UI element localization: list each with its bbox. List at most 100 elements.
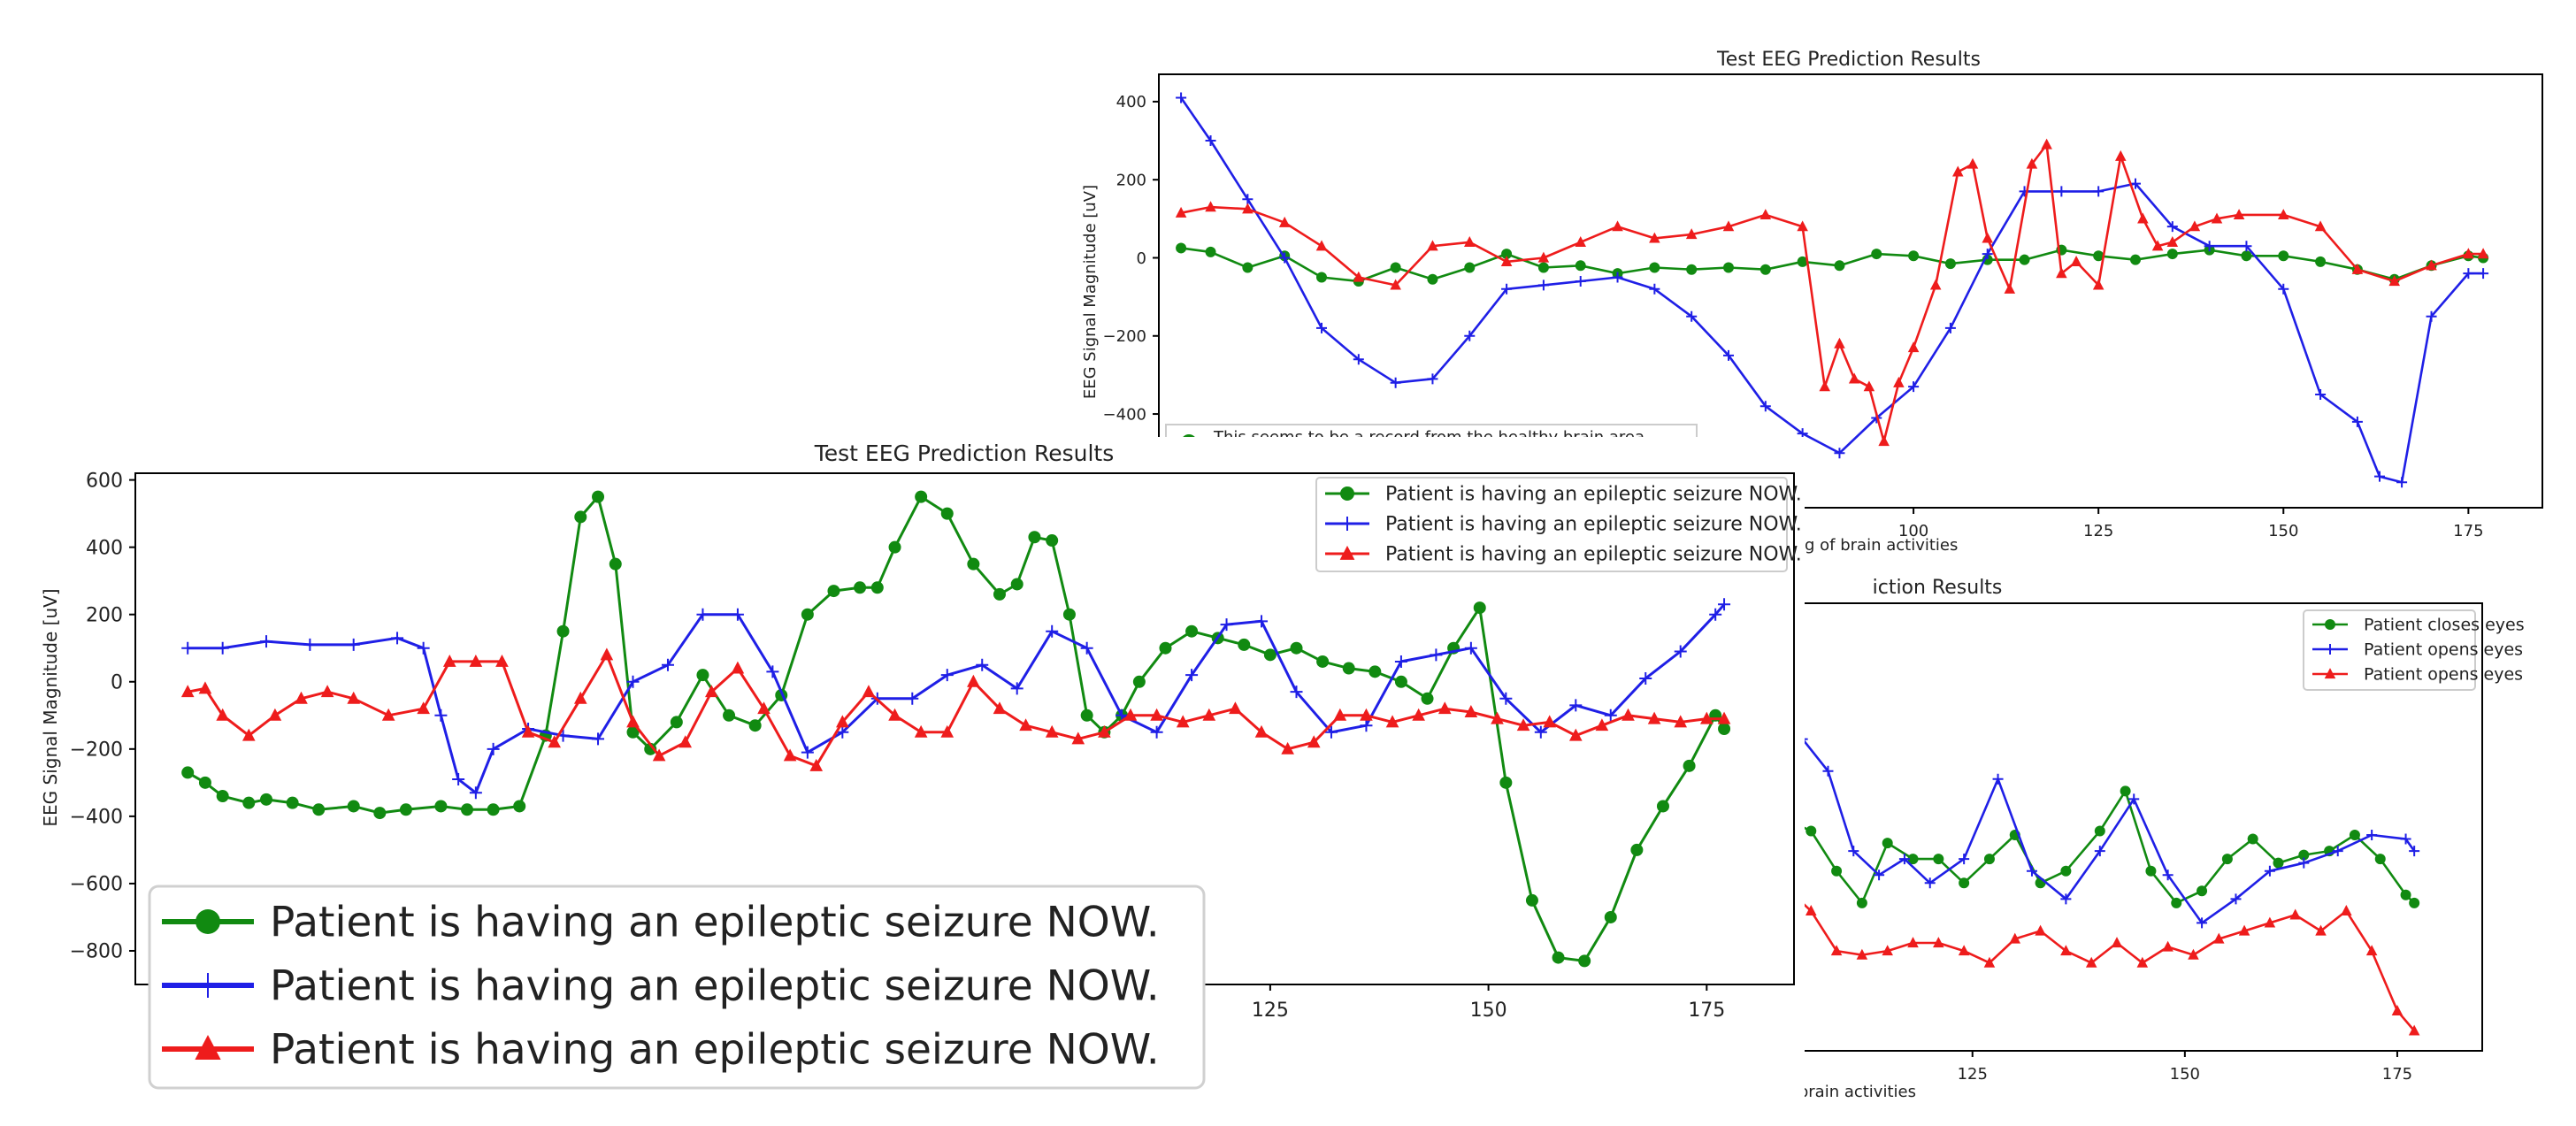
data-point-red <box>2388 275 2400 287</box>
chart-front-left: Test EEG Prediction Results EEG Signal M… <box>0 437 1805 1109</box>
legend-box <box>2303 609 2476 691</box>
data-point-green <box>915 490 928 503</box>
series-red-line <box>187 653 1725 768</box>
data-point-green <box>2409 897 2420 908</box>
y-tick-label: 200 <box>1116 171 1146 189</box>
x-axis-label: g of brain activities <box>1805 536 1958 555</box>
data-point-green <box>2298 849 2310 861</box>
y-tick-label: −200 <box>70 739 123 762</box>
data-point-blue <box>434 709 448 722</box>
data-point-red <box>1229 701 1242 715</box>
data-point-red <box>1543 715 1556 728</box>
data-point-green <box>1552 951 1565 964</box>
series-lines <box>180 490 1731 968</box>
data-point-red <box>2365 945 2378 956</box>
data-point-green <box>1604 910 1617 923</box>
y-ticks: 600 400 200 0 −200 −400 −600 −800 <box>70 470 135 963</box>
data-point-red <box>2115 149 2127 161</box>
data-point-red <box>1333 708 1347 721</box>
data-point-red <box>1019 718 1032 732</box>
y-axis-label: EEG Signal Magnitude [uV] <box>1081 185 1100 399</box>
data-point-blue <box>661 658 674 671</box>
data-point-red <box>1907 937 1919 948</box>
data-point-red <box>2289 908 2301 920</box>
data-point-red <box>573 691 587 704</box>
data-point-red <box>1893 376 1905 387</box>
legend-marker <box>196 909 220 934</box>
data-point-red <box>2137 212 2149 224</box>
data-point-green <box>1686 264 1698 275</box>
data-point-red <box>2188 948 2199 960</box>
data-point-red <box>1819 380 1830 392</box>
data-point-red <box>2056 267 2067 279</box>
data-point-green <box>2241 250 2252 262</box>
data-point-green <box>644 742 657 755</box>
data-point-red <box>783 748 797 762</box>
data-point-blue <box>1723 349 1734 361</box>
data-point-green <box>1342 662 1355 675</box>
data-point-red <box>1674 715 1688 728</box>
data-point-green <box>1062 608 1076 621</box>
data-point-green <box>1933 854 1944 865</box>
data-point-blue <box>2264 865 2275 877</box>
data-point-blue <box>1242 194 1254 205</box>
data-point-green <box>1185 624 1199 638</box>
data-point-blue <box>1760 401 1771 412</box>
legend: Patient is having an epileptic seizure N… <box>1315 477 1802 572</box>
data-point-green <box>1856 897 1867 908</box>
data-point-blue <box>2166 221 2178 233</box>
data-point-red <box>521 724 535 738</box>
data-point-red <box>1722 220 1735 232</box>
data-point-green <box>1908 250 1920 262</box>
data-point-green <box>2273 857 2284 869</box>
data-point-red <box>914 724 928 738</box>
data-point-red <box>888 708 901 721</box>
legend-marker <box>195 1035 221 1060</box>
data-point-green <box>1871 249 1882 260</box>
data-point-blue <box>1430 648 1443 662</box>
data-point-red <box>940 724 954 738</box>
data-point-red <box>652 748 666 762</box>
data-point-blue <box>2128 793 2140 805</box>
data-point-green <box>1394 675 1407 688</box>
data-point-red <box>2026 157 2038 169</box>
data-point-red <box>1098 724 1111 738</box>
data-point-red <box>1649 232 1660 243</box>
x-tick-label: 125 <box>1252 1000 1289 1022</box>
data-point-blue <box>801 746 814 759</box>
legend-label: Patient is having an epileptic seizure N… <box>270 961 1160 1010</box>
data-point-red <box>1175 206 1187 218</box>
data-point-red <box>1353 271 1365 282</box>
data-point-green <box>1242 262 1254 273</box>
data-point-red <box>548 735 561 748</box>
data-point-green <box>1944 258 1956 270</box>
data-point-green <box>940 507 954 520</box>
data-point-blue <box>1255 615 1269 628</box>
data-point-red <box>1176 715 1190 728</box>
data-point-blue <box>766 665 779 678</box>
data-point-blue <box>2426 310 2437 322</box>
data-point-red <box>1150 708 1163 721</box>
data-point-red <box>2211 212 2223 224</box>
data-point-blue <box>2056 186 2067 197</box>
data-point-red <box>295 691 308 704</box>
y-tick-label: 400 <box>1116 93 1146 111</box>
data-point-red <box>1797 220 1808 232</box>
data-point-red <box>1254 724 1269 738</box>
data-point-red <box>1242 203 1254 214</box>
data-point-green <box>723 709 736 722</box>
data-point-red <box>1575 235 1586 247</box>
data-point-blue <box>1279 252 1291 264</box>
legend-label: Patient opens eyes <box>2364 665 2523 685</box>
y-tick-label: −400 <box>1103 405 1146 424</box>
legend-marker <box>1340 486 1354 501</box>
data-point-red <box>2238 924 2250 936</box>
data-point-red <box>967 674 980 687</box>
data-point-blue <box>1604 709 1617 722</box>
data-point-green <box>1464 262 1476 273</box>
data-point-green <box>1028 531 1041 544</box>
data-point-green <box>1427 273 1438 285</box>
data-point-green <box>347 800 360 813</box>
data-point-red <box>242 728 256 741</box>
